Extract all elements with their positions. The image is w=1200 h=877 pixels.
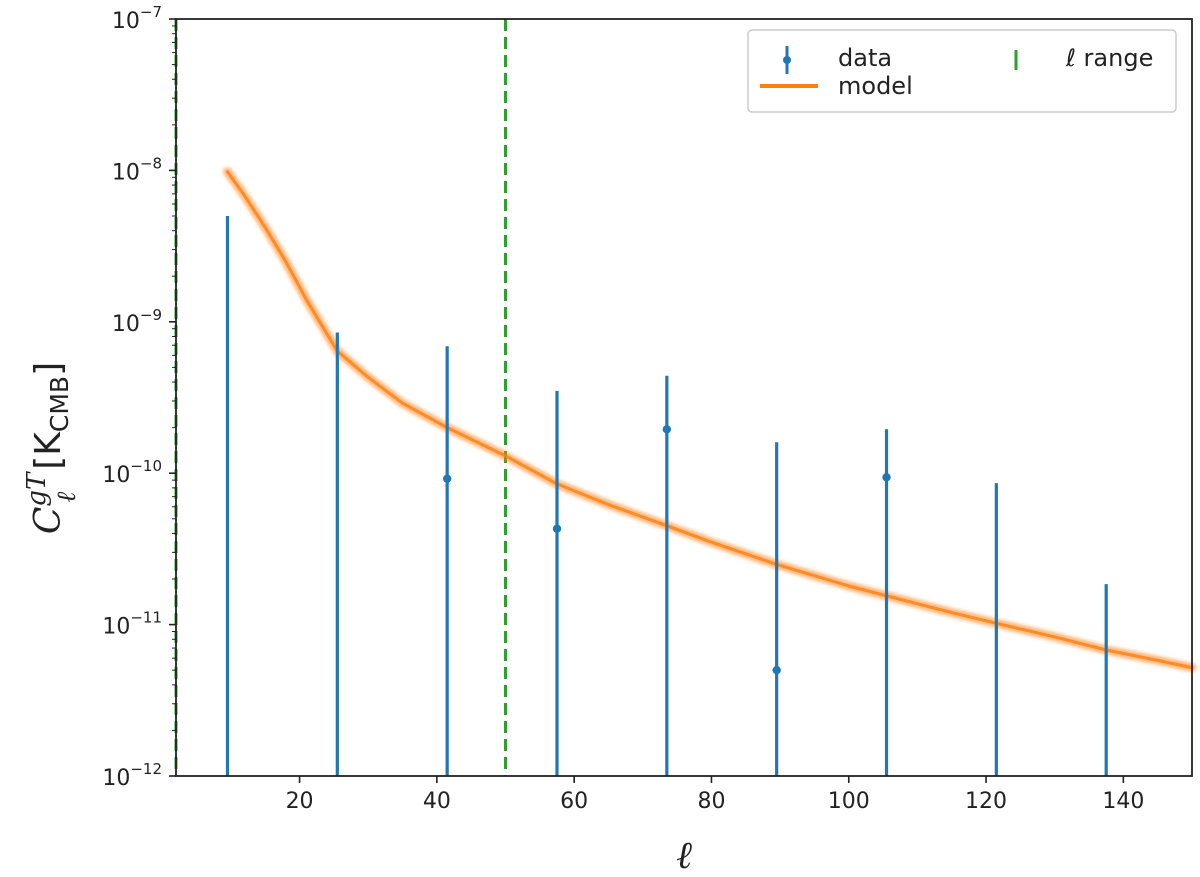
legend-data-marker [783,46,791,74]
x-tick-label-1: 40 [423,789,451,814]
legend-box [747,29,1177,113]
y-axis-label: CgTℓ [KCMB] [22,362,82,534]
x-tick-label-0: 20 [286,789,314,814]
x-axis-label: ℓ [676,833,692,877]
y-label-sub: ℓ [52,492,82,503]
data-point-5 [772,665,781,675]
legend-model-label: model [838,72,913,100]
model-band [223,167,1197,673]
y-tick-label-3: 10−9 [112,306,162,337]
y-label-base: C [28,507,69,535]
y-tick-label-4: 10−8 [112,154,162,185]
x-tick-label-5: 120 [965,789,1007,814]
y-axis-ticks: 10−12 10−11 10−10 10−9 10−8 10−7 [102,3,176,791]
x-tick-label-6: 140 [1102,789,1144,814]
x-axis-ticks: 20 40 60 80 100 120 140 [286,776,1144,814]
model-curve [223,167,1197,673]
data-series [225,215,1108,776]
y-tick-label-0: 10−12 [102,760,162,791]
legend: data model ℓ range [747,29,1177,113]
svg-text:CgTℓ[KCMB]: CgTℓ [KCMB] [22,362,82,534]
model-line [226,170,1194,670]
y-tick-label-1: 10−11 [102,609,162,640]
y-label-sup: gT [22,471,52,507]
data-point-4 [662,425,672,434]
y-tick-label-5: 10−7 [112,3,162,34]
legend-range-label: ℓ range [1065,44,1153,72]
axes [175,18,1193,777]
x-tick-label-3: 80 [697,789,725,814]
x-tick-label-4: 100 [828,789,870,814]
y-label-unit-sub: CMB [45,376,74,432]
data-point-6 [882,473,891,482]
x-tick-label-2: 60 [560,789,588,814]
y-label-unit: [K [28,431,69,470]
y-label-unit-close: ] [28,362,69,376]
range-lines [174,19,508,776]
data-point-2 [442,474,452,483]
plot-frame [175,18,1193,777]
y-tick-label-2: 10−10 [102,457,162,488]
data-point-3 [552,524,562,533]
legend-data-label: data [838,44,892,72]
